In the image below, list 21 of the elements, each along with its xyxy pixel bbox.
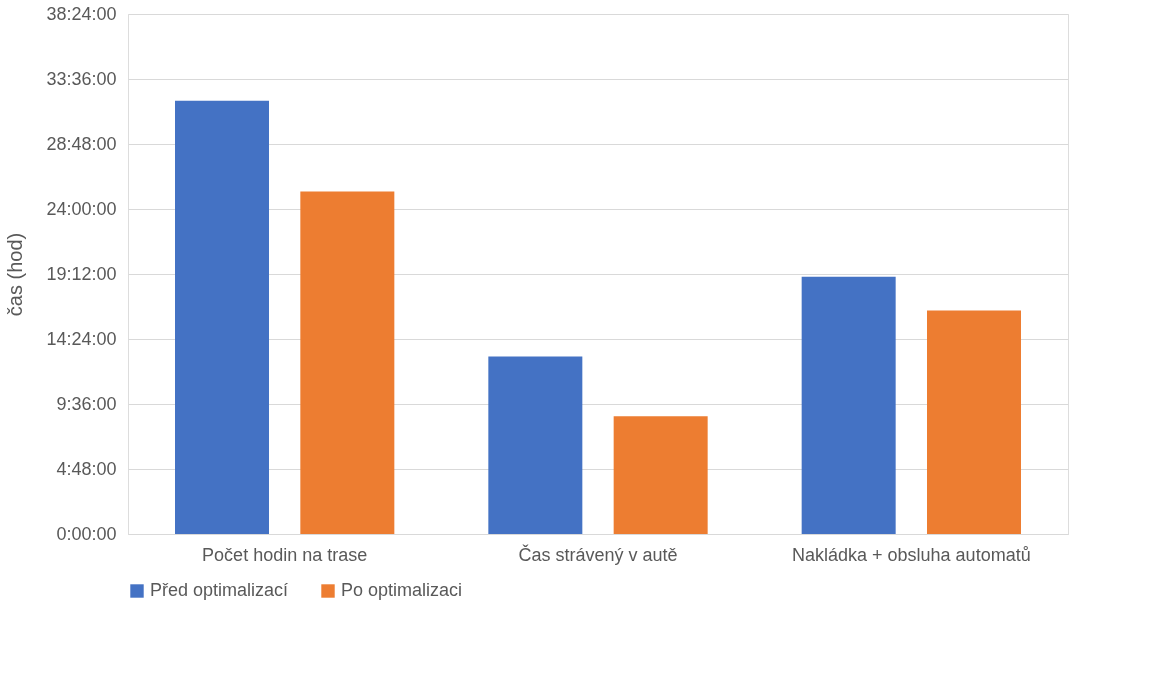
y-tick-label: 33:36:00 xyxy=(46,68,117,89)
y-tick-label: 14:24:00 xyxy=(46,328,117,349)
bar xyxy=(488,356,583,534)
bar xyxy=(300,191,395,534)
x-tick-label: Čas strávený v autě xyxy=(518,543,678,565)
legend-label: Po optimalizaci xyxy=(341,580,463,600)
y-tick-label: 0:00:00 xyxy=(56,523,117,544)
bar xyxy=(801,276,896,534)
y-tick-label: 38:24:00 xyxy=(46,3,117,24)
y-axis-title: čas (hod) xyxy=(4,232,27,317)
y-tick-label: 28:48:00 xyxy=(46,133,117,154)
bar xyxy=(175,100,269,534)
x-tick-label: Počet hodin na trase xyxy=(202,544,368,565)
y-tick-label: 9:36:00 xyxy=(56,393,117,414)
y-tick-label: 24:00:00 xyxy=(46,198,117,219)
bar xyxy=(613,416,708,534)
bar xyxy=(927,310,1021,534)
legend-label: Před optimalizací xyxy=(150,580,289,600)
y-tick-label: 4:48:00 xyxy=(56,458,117,479)
y-tick-label: 19:12:00 xyxy=(46,263,117,284)
x-tick-label: Nakládka + obsluha automatů xyxy=(792,544,1031,565)
